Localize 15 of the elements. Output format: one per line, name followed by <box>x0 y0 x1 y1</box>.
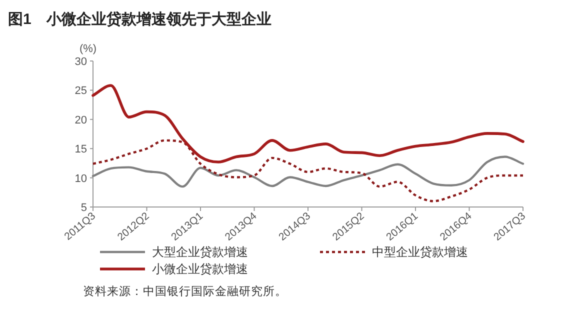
line-series <box>92 139 524 202</box>
text: 资料来源：中国银行国际金融研究所。 <box>83 284 287 298</box>
y-axis-title: (%) <box>79 43 97 55</box>
line-series <box>92 156 524 188</box>
line-series <box>92 84 524 164</box>
legend-label: 大型企业贷款增速 <box>152 245 248 259</box>
y-tick-label: 15 <box>74 144 87 156</box>
legend-label: 小微企业贷款增速 <box>152 262 248 276</box>
y-tick-label: 5 <box>80 202 87 214</box>
y-tick-label: 20 <box>74 114 87 126</box>
y-tick-label: 25 <box>74 85 87 98</box>
y-tick-label: 10 <box>74 172 87 185</box>
y-tick-label: 30 <box>74 56 87 68</box>
chart-title: 图1 小微企业贷款增速领先于大型企业 <box>8 11 272 28</box>
legend-label: 中型企业贷款增速 <box>372 245 468 259</box>
